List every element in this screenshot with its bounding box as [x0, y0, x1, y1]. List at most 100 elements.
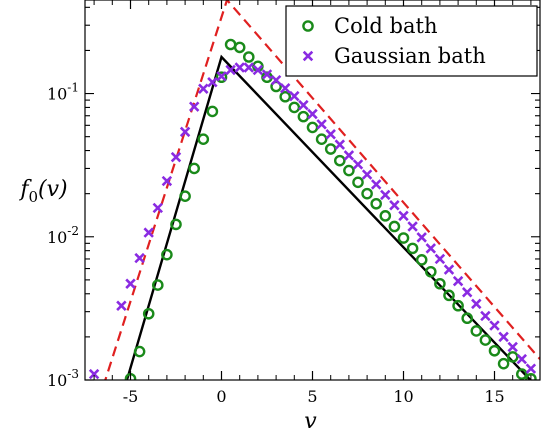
- gaussian-bath-point: [343, 150, 355, 161]
- gaussian-bath-point: [434, 253, 446, 265]
- cold-bath-point: [151, 279, 164, 291]
- cold-bath-point: [397, 232, 410, 244]
- cold-bath-point: [233, 41, 246, 54]
- x-tick-label: 10: [393, 387, 413, 406]
- x-axis-label: v: [304, 409, 317, 434]
- gaussian-bath-point: [134, 252, 145, 264]
- cold-bath-point: [379, 210, 392, 222]
- legend-label: Gaussian bath: [334, 44, 486, 68]
- cold-bath-point: [506, 351, 519, 363]
- cold-bath-point: [224, 38, 237, 51]
- gaussian-bath-point: [380, 189, 391, 201]
- cold-bath-point: [452, 299, 464, 312]
- gaussian-bath-point: [270, 74, 282, 86]
- cold-bath-point: [352, 176, 364, 189]
- gaussian-bath-point: [498, 331, 509, 343]
- solid-theory-curve: [125, 54, 533, 380]
- gaussian-bath-point: [443, 264, 455, 275]
- dashed-reference-curve: [104, 0, 540, 380]
- cold-bath-point: [197, 133, 210, 146]
- gaussian-bath-point: [398, 210, 409, 222]
- cold-bath-point: [142, 307, 155, 320]
- gaussian-bath-point: [116, 300, 127, 311]
- gaussian-bath-point: [507, 341, 518, 353]
- gaussian-bath-point: [334, 139, 346, 150]
- y-tick-label: 10-1: [47, 81, 79, 104]
- cold-bath-point: [525, 372, 537, 380]
- cold-bath-point: [461, 312, 474, 325]
- gaussian-bath-point: [316, 119, 327, 130]
- cold-bath-point: [434, 277, 446, 290]
- gaussian-bath-point: [471, 298, 482, 310]
- legend: Cold bath Gaussian bath: [285, 5, 538, 77]
- cold-bath-point: [279, 90, 292, 103]
- gaussian-bath-point: [88, 368, 100, 380]
- cold-bath-point: [161, 248, 173, 261]
- cold-bath-point: [315, 133, 328, 146]
- cold-bath-point: [297, 110, 310, 123]
- x-tick-label: 0: [216, 387, 226, 406]
- y-tick-label: 10-2: [47, 224, 79, 247]
- cold-bath-point: [206, 105, 219, 118]
- legend-label: Cold bath: [334, 14, 437, 38]
- cold-bath-point: [370, 197, 383, 210]
- cold-bath-point: [361, 187, 373, 200]
- gaussian-bath-point: [407, 221, 418, 232]
- cold-bath-point: [215, 71, 228, 84]
- x-tick-label: 5: [307, 387, 317, 406]
- cold-bath-point: [324, 143, 337, 155]
- gaussian-bath-point: [480, 310, 491, 322]
- cold-bath-point: [443, 289, 455, 302]
- gaussian-bath-point: [252, 64, 264, 76]
- gaussian-bath-point: [289, 90, 300, 102]
- cold-bath-point: [343, 164, 355, 177]
- cold-bath-point: [170, 218, 182, 231]
- cold-bath-point: [133, 345, 146, 358]
- gaussian-bath-point: [425, 243, 437, 254]
- gaussian-bath-point: [225, 64, 236, 76]
- cold-bath-point: [188, 162, 200, 175]
- y-axis-label: f0(v): [18, 177, 67, 206]
- cold-bath-point: [424, 265, 437, 278]
- gaussian-bath-point: [188, 101, 200, 112]
- cold-bath-point: [488, 344, 501, 357]
- gaussian-bath-point: [525, 363, 537, 374]
- gaussian-bath-point: [352, 159, 364, 170]
- gaussian-bath-point: [307, 108, 318, 120]
- gaussian-bath-point: [207, 76, 218, 88]
- cold-bath-point: [497, 357, 510, 370]
- legend-gaussian-bath-marker: [302, 50, 314, 62]
- gaussian-bath-point: [416, 232, 427, 243]
- y-tick-label: 10-3: [47, 367, 79, 390]
- gaussian-bath-point: [461, 287, 473, 298]
- gaussian-bath-point: [234, 62, 245, 73]
- gaussian-bath-point: [243, 62, 255, 73]
- gaussian-bath-point: [161, 175, 173, 187]
- gaussian-bath-point: [361, 169, 373, 180]
- cold-bath-point: [470, 325, 483, 337]
- gaussian-bath-point: [370, 179, 382, 190]
- gaussian-bath-point: [152, 202, 164, 214]
- gaussian-bath-point: [170, 151, 182, 163]
- cold-bath-point: [333, 154, 346, 167]
- cold-bath-point: [479, 334, 492, 346]
- x-tick-label: -5: [123, 387, 139, 406]
- x-tick-label: 15: [484, 387, 504, 406]
- cold-bath-point: [406, 242, 419, 255]
- gaussian-bath-point: [279, 82, 291, 94]
- gaussian-bath-point: [261, 69, 273, 80]
- gaussian-bath-point: [125, 278, 136, 289]
- legend-cold-bath-marker: [302, 20, 314, 32]
- gaussian-bath-point: [389, 200, 400, 211]
- cold-bath-point: [179, 190, 191, 203]
- gaussian-bath-point: [489, 320, 500, 331]
- gaussian-bath-point: [516, 353, 528, 365]
- cold-bath-point: [288, 101, 301, 114]
- cold-bath-point: [388, 220, 401, 233]
- gaussian-bath-point: [216, 71, 227, 82]
- gaussian-bath-point: [198, 83, 209, 94]
- cold-bath-point: [242, 51, 255, 63]
- cold-bath-point: [516, 368, 528, 380]
- gaussian-bath-point: [452, 275, 464, 287]
